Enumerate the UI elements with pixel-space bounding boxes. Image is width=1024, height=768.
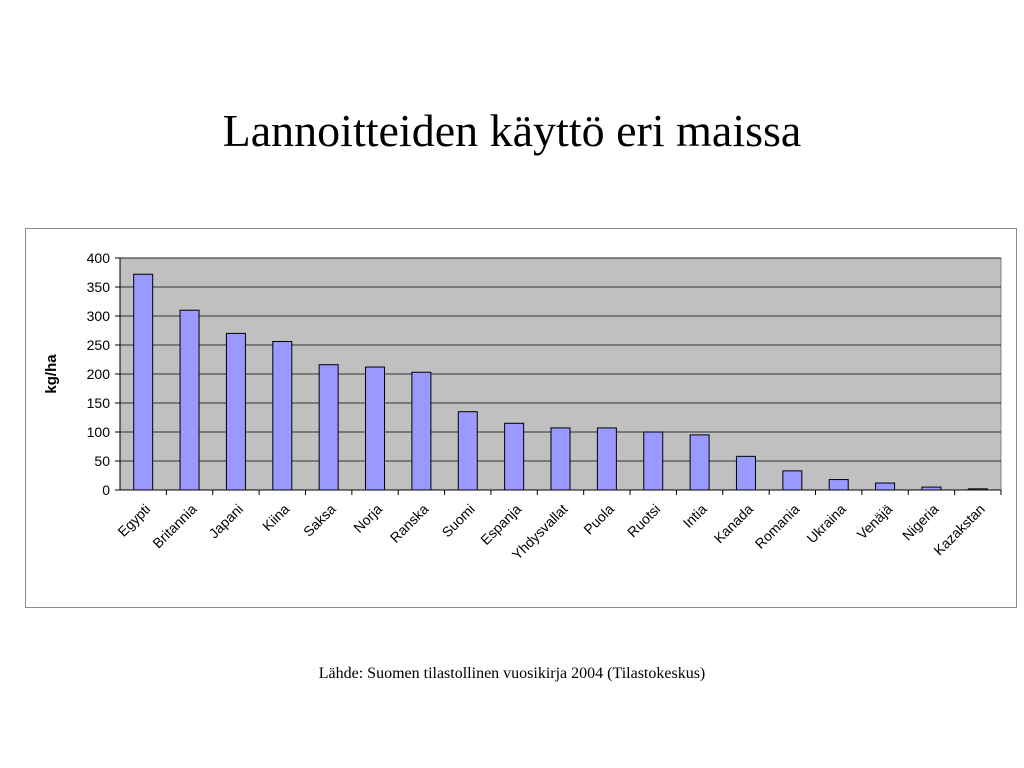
x-tick-label: Kiina [259,501,292,534]
x-tick-label: Kanada [711,501,757,547]
y-tick-label: 100 [87,424,111,440]
source-note: Lähde: Suomen tilastollinen vuosikirja 2… [318,665,706,682]
bar [457,411,478,491]
bar-chart: 0 50 100 150 200 250 300 350 400 EgyptiBritannia… [43,250,1002,563]
bar [133,273,154,491]
bar [828,479,849,491]
x-tick-label: Nigeria [899,501,942,544]
x-tick-label: Intia [680,501,710,531]
x-tick-label: Britannia [149,501,200,552]
bar [179,309,200,491]
x-tick-label: Japani [206,501,246,541]
y-tick-label: 300 [87,308,111,324]
bar [411,371,432,491]
chart-frame: 0 50 100 150 200 250 300 350 400 Egypti Britannia… [25,228,1017,608]
y-tick-label: 50 [94,453,110,469]
y-tick-label: 250 [87,337,111,353]
x-tick-label: Kazakstan [930,501,988,559]
y-tick-label: 150 [87,395,111,411]
bar [550,427,571,491]
x-tick-label: Ukraina [803,501,849,547]
y-tick-labels: 0 50 100 150 200 250 300 350 400 [87,250,111,498]
y-tick-label: 0 [102,482,110,498]
x-tick-label: Saksa [300,501,339,540]
x-tick-label: Romania [752,501,803,552]
x-tick-label: Norja [350,501,385,536]
gridlines [120,257,1001,462]
x-tick-label: Egypti [114,501,153,540]
bar [272,341,293,491]
bar [782,470,803,491]
x-tick-label: Ranska [387,501,432,546]
x-tick-label: Suomi [439,501,478,540]
bar [689,434,710,491]
x-tick-label: Ruotsi [624,501,663,540]
y-axis-label: kg/ha [43,354,60,394]
bar [596,427,617,491]
axes [115,257,1002,495]
x-tick-label: Venäjä [854,501,896,543]
y-tick-label: 350 [87,279,111,295]
bar [365,366,386,491]
bar [504,422,525,491]
bar [643,431,664,491]
x-tick-label: Puola [580,501,617,538]
bars [133,273,988,491]
bar [735,455,756,491]
bar [318,364,339,491]
y-tick-label: 200 [87,366,111,382]
bar [225,332,246,491]
slide-title: Lannoitteiden käyttö eri maissa [222,105,802,156]
y-tick-label: 400 [87,250,111,266]
bar [875,482,896,491]
x-tick-label: Espanja [477,501,524,548]
